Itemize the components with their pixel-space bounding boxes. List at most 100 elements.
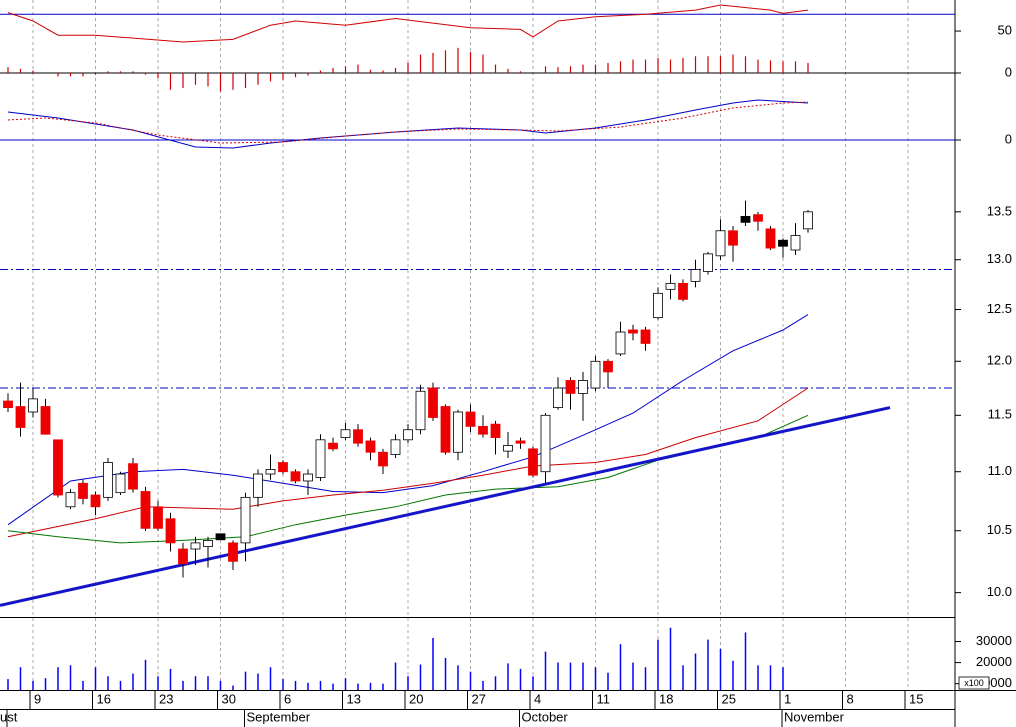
candle-body <box>740 215 751 223</box>
candle-body <box>65 492 76 508</box>
candle-body <box>3 400 13 409</box>
y-tick-label: 20000 <box>976 654 1012 669</box>
y-tick-label: 10.5 <box>987 522 1012 537</box>
candle-body <box>403 429 413 441</box>
candle-body <box>78 482 88 499</box>
x-tick-label: 23 <box>159 691 173 706</box>
candle-body <box>378 451 388 467</box>
y-tick-label: 30000 <box>976 633 1012 648</box>
candle-body <box>328 442 338 450</box>
y-tick-label: 50 <box>998 22 1012 37</box>
candle-body <box>690 269 701 282</box>
candle-body <box>578 380 588 394</box>
month-label: ust <box>0 709 18 724</box>
candle-body <box>53 439 63 496</box>
candle-body <box>390 439 401 455</box>
candle-body <box>290 471 301 482</box>
candle-body <box>40 406 51 435</box>
candle-body <box>353 429 363 444</box>
candle-body <box>565 380 576 394</box>
y-tick-label: 13.0 <box>987 251 1012 266</box>
line-series <box>7 99 809 149</box>
x-tick-label: 1 <box>784 691 791 706</box>
x-tick-label: 13 <box>347 691 361 706</box>
candle-body <box>753 214 763 222</box>
candle-body <box>303 473 313 482</box>
candle-body <box>253 473 263 498</box>
candle-body <box>315 439 326 478</box>
candle-body <box>415 390 426 431</box>
candle-body <box>653 292 663 319</box>
x-tick-label: 16 <box>97 691 111 706</box>
candle-body <box>540 414 551 473</box>
grid-layer <box>32 0 909 690</box>
candle-body <box>803 211 813 230</box>
candle-body <box>115 473 126 494</box>
x-tick-label: 4 <box>534 691 541 706</box>
month-label: September <box>247 709 311 724</box>
candle-body <box>190 542 201 550</box>
candle-body <box>365 440 376 453</box>
line-series <box>7 101 809 144</box>
y-tick-label: 13.5 <box>987 203 1012 218</box>
candle-body <box>728 230 738 246</box>
unit-label: x100 <box>964 678 984 688</box>
x-tick-label: 18 <box>659 691 673 706</box>
line-series <box>7 4 809 43</box>
candle-body <box>228 542 238 562</box>
x-tick-label: 27 <box>472 691 486 706</box>
candle-body <box>590 360 601 389</box>
candle-body <box>428 387 438 418</box>
line-series <box>7 314 809 526</box>
candle-body <box>203 540 213 547</box>
candle-body <box>603 360 613 373</box>
candle-body <box>640 329 651 344</box>
y-tick-label: 11.5 <box>988 407 1012 422</box>
unit-box <box>958 676 990 690</box>
candle-body <box>340 429 351 438</box>
candle-body <box>490 423 501 438</box>
candle-body <box>615 331 626 355</box>
x-tick-label: 6 <box>284 691 291 706</box>
candle-body <box>715 230 726 257</box>
x-tick-label: 8 <box>847 691 854 706</box>
candle-body <box>678 282 688 300</box>
candle-body <box>90 494 101 508</box>
candle-body <box>628 329 638 334</box>
y-tick-label: 11.0 <box>988 463 1012 478</box>
candle-body <box>240 496 251 544</box>
x-tick-label: 20 <box>409 691 423 706</box>
candle-body <box>15 406 26 428</box>
x-tick-label: 15 <box>909 691 923 706</box>
x-tick-label: 30 <box>222 691 236 706</box>
x-tick-label: 11 <box>597 691 611 706</box>
month-label: November <box>784 709 845 724</box>
candle-body <box>778 239 788 247</box>
candle-body <box>453 411 463 453</box>
candle-body <box>153 506 163 529</box>
x-tick-label: 9 <box>34 691 41 706</box>
candle-body <box>703 253 713 272</box>
line-series <box>7 387 809 538</box>
candle-body <box>553 387 563 409</box>
candle-body <box>28 398 38 413</box>
y-tick-label: 12.0 <box>987 353 1012 368</box>
y-tick-label: 0 <box>1005 131 1012 146</box>
y-tick-label: 10.0 <box>987 584 1012 599</box>
candle-body <box>140 491 151 529</box>
x-tick-label: 25 <box>722 691 736 706</box>
candle-body <box>215 533 226 541</box>
candle-body <box>278 462 288 473</box>
candle-body <box>465 411 476 427</box>
candle-body <box>165 518 176 544</box>
candle-body <box>128 463 138 490</box>
candle-body <box>790 235 801 251</box>
candle-body <box>178 548 188 565</box>
candle-body <box>515 440 526 444</box>
candle-body <box>765 228 776 249</box>
candle-body <box>503 445 513 452</box>
candle-body <box>665 282 676 290</box>
trend-line <box>0 406 891 607</box>
candle-body <box>265 469 276 475</box>
